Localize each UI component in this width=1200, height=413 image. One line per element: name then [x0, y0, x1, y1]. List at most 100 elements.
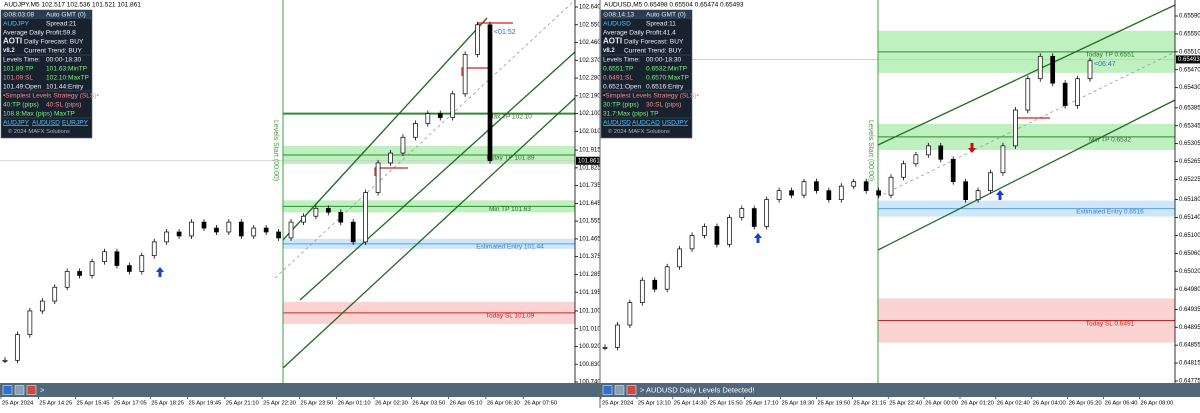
x-tick-label: 25 Apr 17:05: [114, 401, 147, 407]
candle: [375, 162, 381, 193]
y-tick-label: 101.555: [579, 219, 601, 225]
candle: [301, 215, 306, 223]
candle: [938, 145, 944, 160]
info-text: 00:00-18:30: [646, 56, 682, 63]
candle: [27, 310, 33, 335]
y-tick-label: 102.010: [579, 129, 601, 135]
candle: [627, 302, 633, 326]
info-text: 0.6551:TP: [603, 65, 634, 72]
y-tick-label: 102.280: [579, 76, 601, 82]
info-text: Current Trend: BUY: [24, 47, 83, 54]
info-text: Average Daily Profit:59.8: [3, 29, 76, 36]
signal-arrow: [754, 233, 762, 243]
bar-timer: <01:52: [494, 29, 516, 36]
candle: [425, 113, 431, 124]
level-label: Min TP 101.63: [489, 206, 531, 213]
candle: [201, 221, 207, 229]
y-tick-label: 0.65470: [1179, 67, 1200, 73]
x-tick-label: 25 Apr 19:50: [817, 401, 850, 407]
candle: [338, 211, 344, 223]
candle: [400, 136, 406, 154]
candle: [975, 190, 981, 200]
candle: [413, 123, 418, 138]
toolbar-button[interactable]: [2, 385, 13, 395]
toolbar-button[interactable]: [602, 385, 613, 395]
time-axis: [0, 397, 600, 408]
price-axis: [575, 0, 600, 383]
y-tick-label: 102.190: [579, 93, 601, 99]
x-tick-label: 25 Apr 14:30: [674, 401, 707, 407]
x-tick-label: 25 Apr 15:45: [77, 401, 110, 407]
y-tick-label: 0.65140: [1179, 215, 1200, 221]
x-tick-label: 26 Apr 07:50: [524, 401, 557, 407]
y-tick-label: 0.65590: [1179, 14, 1200, 20]
y-tick-label: 0.64815: [1179, 361, 1200, 367]
info-text: Average Daily Profit:41.4: [603, 29, 676, 36]
x-tick-label: 26 Apr 01:20: [961, 401, 994, 407]
signal-arrow: [156, 267, 164, 277]
x-tick-label: 25 Apr 2024: [2, 401, 34, 407]
toolbar-button[interactable]: [626, 385, 637, 395]
info-text: AUDUSD: [32, 119, 60, 126]
candle: [714, 226, 720, 245]
info-text: 0.6570:MaxTP: [646, 74, 689, 81]
candle: [677, 248, 682, 268]
x-tick-label: 26 Apr 05:20: [1069, 401, 1102, 407]
y-tick-label: 102.640: [579, 5, 601, 11]
candle: [1087, 60, 1093, 80]
candle: [901, 163, 906, 178]
x-tick-label: 25 Apr 22:30: [263, 401, 296, 407]
candle: [950, 158, 956, 183]
y-tick-label: 102.370: [579, 58, 601, 64]
x-tick-label: 26 Apr 03:50: [412, 401, 445, 407]
info-text: USDJPY: [662, 119, 689, 126]
candle: [77, 271, 82, 276]
x-tick-label: 25 Apr 21:10: [226, 401, 259, 407]
candle: [164, 231, 170, 243]
candle: [1025, 78, 1031, 111]
info-text: Current Trend: BUY: [624, 47, 683, 54]
candle: [189, 221, 194, 237]
info-text: 40:SL (pips): [46, 101, 81, 108]
candle: [214, 227, 219, 233]
info-clock-bg: [1, 10, 92, 19]
level-label: Today TP 0.6551: [1086, 52, 1135, 59]
toolbar-button[interactable]: [614, 385, 625, 395]
y-tick-label: 102.100: [579, 111, 601, 117]
info-text: AOTI: [3, 37, 22, 46]
toolbar-button[interactable]: [26, 385, 37, 395]
info-text: Daily Forecast: BUY: [24, 38, 84, 45]
y-tick-label: 100.830: [579, 362, 601, 368]
toolbar-button[interactable]: [14, 385, 25, 395]
info-text: Auto GMT (0): [646, 11, 686, 18]
channel-line: [274, 0, 576, 279]
info-box: [0, 9, 93, 139]
candle: [963, 181, 968, 200]
signal-arrow: [968, 143, 976, 153]
candle: [689, 235, 695, 250]
info-text: © 2024 MAFX Solutions: [608, 128, 670, 135]
candle: [652, 279, 658, 290]
x-tick-label: 26 Apr 02:30: [375, 401, 408, 407]
current-price-label: 0.65493: [1178, 57, 1200, 63]
y-tick-label: 0.65510: [1179, 49, 1200, 55]
info-text: Spread:11: [646, 20, 676, 27]
current-price-label: 101.861: [578, 158, 600, 164]
y-tick-label: 102.550: [579, 22, 601, 28]
status-message: >: [40, 385, 45, 394]
candle: [739, 208, 745, 218]
candle: [487, 24, 493, 162]
info-text: EURJPY: [62, 119, 89, 126]
candle: [764, 199, 770, 227]
candle: [1050, 55, 1056, 84]
candle: [851, 181, 857, 187]
candle: [151, 241, 157, 257]
info-text: ⊙08:03:08: [3, 11, 35, 18]
x-tick-label: 25 Apr 15:50: [710, 401, 743, 407]
info-text: 101.89:TP: [3, 65, 34, 72]
x-tick-label: 25 Apr 13:10: [638, 401, 671, 407]
info-clock-bg: [601, 10, 692, 19]
candle: [751, 208, 757, 227]
x-tick-label: 25 Apr 21:15: [853, 401, 886, 407]
